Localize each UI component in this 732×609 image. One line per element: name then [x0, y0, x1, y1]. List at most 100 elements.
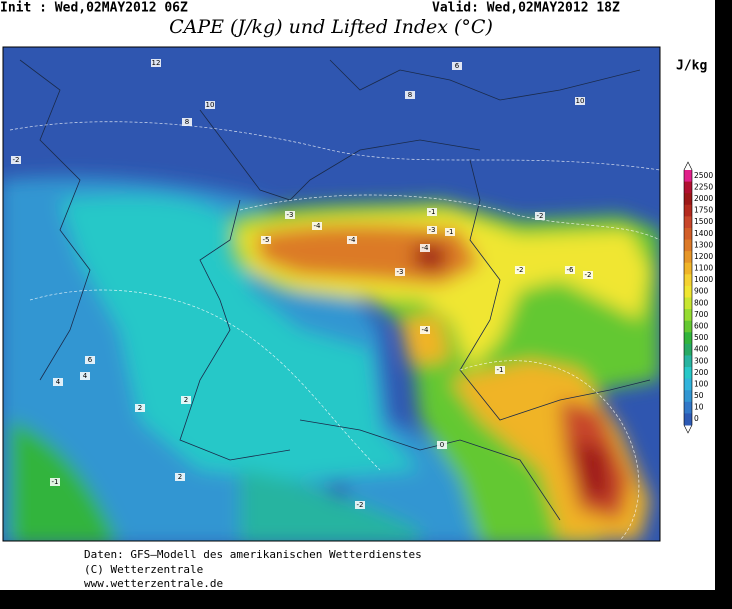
colorbar-swatch — [684, 413, 692, 426]
colorbar-label: 1000 — [694, 275, 713, 284]
lifted-index-label: -2 — [537, 212, 544, 220]
colorbar-label: 2000 — [694, 194, 713, 203]
label-box — [437, 441, 447, 449]
colorbar-label: 50 — [694, 391, 704, 400]
colorbar-swatch — [684, 193, 692, 206]
init-time: Init : Wed,02MAY2012 06Z — [0, 1, 188, 16]
colorbar-outline — [683, 161, 693, 434]
label-box — [515, 266, 525, 274]
lifted-index-label: 6 — [88, 356, 93, 364]
colorbar-label: 200 — [694, 368, 709, 377]
label-box — [575, 97, 585, 105]
map-title: CAPE (J/kg) und Lifted Index (°C) — [169, 16, 493, 38]
map — [3, 47, 660, 541]
label-box — [50, 478, 60, 486]
lifted-index-label: 4 — [56, 378, 61, 386]
lifted-index-label: 2 — [184, 396, 188, 404]
colorbar-swatch — [684, 401, 692, 414]
colorbar-swatch — [684, 297, 692, 310]
label-box — [312, 222, 322, 230]
lifted-index-label: -3 — [287, 211, 294, 219]
lifted-index-label: -1 — [497, 366, 504, 374]
label-box — [452, 62, 462, 70]
lifted-index-label: -5 — [263, 236, 270, 244]
colorbar-label: 1750 — [694, 206, 713, 215]
label-box — [427, 226, 437, 234]
colorbar-label: 1100 — [694, 264, 713, 273]
lifted-index-label: 4 — [83, 372, 88, 380]
footer-source: Daten: GFS–Modell des amerikanischen Wet… — [84, 548, 422, 561]
colorbar-swatch — [684, 320, 692, 333]
label-box — [85, 356, 95, 364]
lifted-index-label: 10 — [206, 101, 215, 109]
lifted-index-label: 8 — [185, 118, 189, 126]
label-box — [355, 501, 365, 509]
label-box — [420, 244, 430, 252]
lifted-index-label: -2 — [357, 501, 364, 509]
label-box — [420, 326, 430, 334]
label-box — [11, 156, 21, 164]
footer-copyright: (C) Wetterzentrale — [84, 563, 203, 576]
label-box — [565, 266, 575, 274]
colorbar-swatch — [684, 285, 692, 298]
colorbar-swatch — [684, 239, 692, 252]
lifted-index-label: 12 — [152, 59, 161, 67]
lifted-index-label: -4 — [314, 222, 322, 230]
colorbar-swatch — [684, 274, 692, 287]
colorbar-swatch — [684, 355, 692, 368]
colorbar-label: 0 — [694, 414, 699, 423]
colorbar-swatch — [684, 367, 692, 380]
colorbar-label: 2250 — [694, 182, 713, 191]
label-box — [405, 91, 415, 99]
colorbar-label: 1200 — [694, 252, 713, 261]
label-box — [535, 212, 545, 220]
colorbar-swatch — [684, 204, 692, 217]
label-box — [80, 372, 90, 380]
colorbar-label: 700 — [694, 310, 709, 319]
label-box — [395, 268, 405, 276]
label-box — [181, 396, 191, 404]
colorbar-swatch — [684, 262, 692, 275]
footer-url: www.wetterzentrale.de — [84, 577, 223, 590]
label-box — [285, 211, 295, 219]
colorbar-label: 900 — [694, 287, 709, 296]
colorbar-label: 1500 — [694, 217, 713, 226]
lifted-index-label: -6 — [567, 266, 575, 274]
legend-unit: J/kg — [676, 59, 707, 74]
label-box — [53, 378, 63, 386]
colorbar-swatch — [684, 343, 692, 356]
frame-right — [715, 0, 732, 609]
lifted-index-label: -4 — [349, 236, 357, 244]
lifted-index-label: -2 — [585, 271, 592, 279]
colorbar-label: 10 — [694, 403, 704, 412]
colorbar-label: 400 — [694, 345, 709, 354]
colorbar-swatch — [684, 332, 692, 345]
lifted-index-label: -1 — [52, 478, 59, 486]
lifted-index-label: 8 — [408, 91, 412, 99]
colorbar-swatch — [684, 309, 692, 322]
colorbar-label: 800 — [694, 298, 709, 307]
colorbar-swatch — [684, 390, 692, 403]
lifted-index-label: -3 — [429, 226, 436, 234]
colorbar-swatch — [684, 181, 692, 194]
valid-time: Valid: Wed,02MAY2012 18Z — [432, 1, 620, 16]
colorbar-swatch — [684, 216, 692, 229]
colorbar-label: 500 — [694, 333, 709, 342]
frame-bottom — [0, 590, 732, 609]
lifted-index-label: 10 — [576, 97, 585, 105]
label-box — [135, 404, 145, 412]
colorbar-swatch — [684, 170, 692, 183]
label-box — [261, 236, 271, 244]
lifted-index-label: -1 — [447, 228, 454, 236]
lifted-index-label: -4 — [422, 326, 430, 334]
colorbar-label: 100 — [694, 379, 709, 388]
label-box — [175, 473, 185, 481]
colorbar-label: 300 — [694, 356, 709, 365]
lifted-index-label: -1 — [429, 208, 436, 216]
label-box — [495, 366, 505, 374]
label-box — [182, 118, 192, 126]
label-box — [347, 236, 357, 244]
colorbar-label: 1300 — [694, 240, 713, 249]
